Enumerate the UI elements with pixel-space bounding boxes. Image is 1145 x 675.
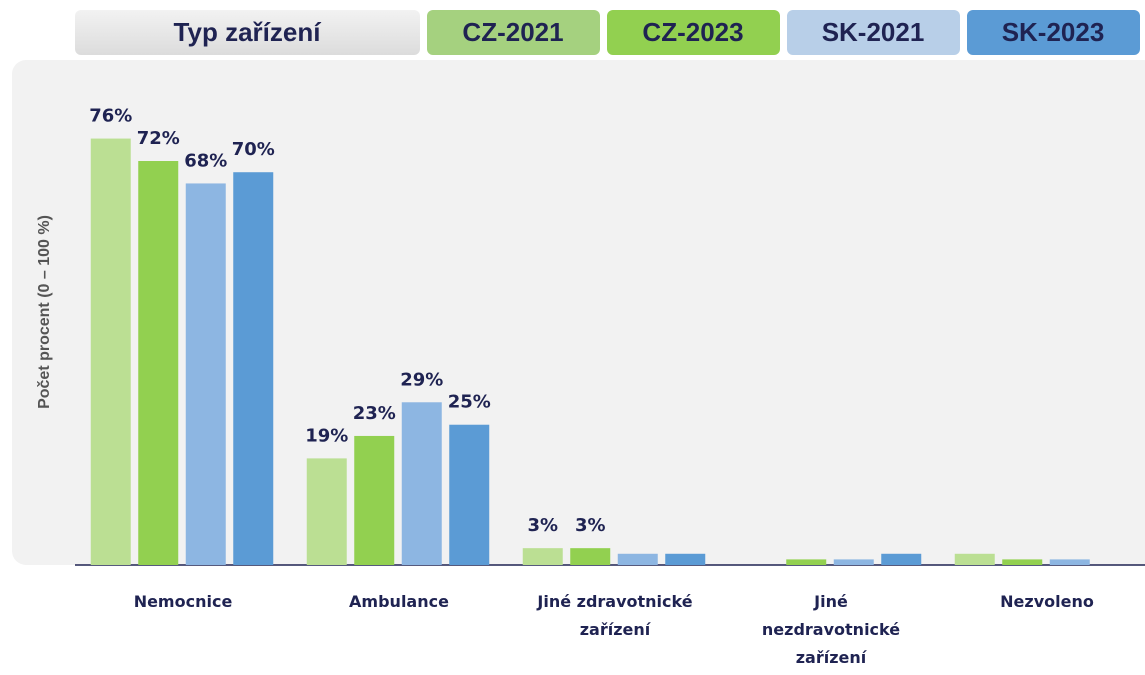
- bar: [90, 138, 131, 566]
- legend-label: CZ-2023: [642, 17, 743, 47]
- x-tick-label: Ambulance: [349, 592, 449, 611]
- bar: [786, 559, 827, 565]
- x-tick-label: Jiné zdravotnické zařízení: [537, 592, 693, 639]
- bar: [1002, 559, 1043, 565]
- value-label: 19%: [305, 425, 348, 446]
- plot-background: [12, 60, 1145, 565]
- value-label: 76%: [89, 106, 132, 127]
- legend-label: SK-2023: [1002, 17, 1105, 47]
- bar: [833, 559, 874, 565]
- bar: [138, 161, 179, 565]
- value-label: 25%: [448, 392, 491, 413]
- bar: [665, 553, 706, 565]
- bar: [954, 553, 995, 565]
- value-label: 29%: [400, 369, 443, 390]
- value-label: 3%: [575, 515, 606, 536]
- bar: [449, 424, 490, 565]
- bar: [306, 458, 347, 565]
- legend-swatch: [967, 10, 1140, 55]
- bar: [570, 548, 611, 565]
- x-tick-label: Nezvoleno: [1000, 592, 1094, 611]
- x-tick-label: Nemocnice: [133, 592, 233, 611]
- bar: [185, 183, 226, 565]
- x-tick-label: Jiné nezdravotnické zařízení: [761, 592, 901, 667]
- bar: [401, 402, 442, 565]
- value-label: 3%: [527, 515, 558, 536]
- value-label: 70%: [232, 139, 275, 160]
- legend-swatch: [607, 10, 780, 55]
- legend-swatch: [787, 10, 960, 55]
- legend-title-box: [75, 10, 420, 55]
- value-label: 72%: [137, 128, 180, 149]
- bar: [881, 553, 922, 565]
- bar: [354, 435, 395, 565]
- bar: [1049, 559, 1090, 565]
- legend-swatch: [427, 10, 600, 55]
- bar: [617, 553, 658, 565]
- legend-label: SK-2021: [822, 17, 925, 47]
- y-axis-label: Počet procent (0 – 100 %): [36, 215, 53, 409]
- value-label: 23%: [353, 403, 396, 424]
- value-label: 68%: [184, 150, 227, 171]
- legend-title: Typ zařízení: [174, 17, 322, 47]
- legend-label: CZ-2021: [462, 17, 563, 47]
- bar: [522, 548, 563, 565]
- bar: [233, 172, 274, 565]
